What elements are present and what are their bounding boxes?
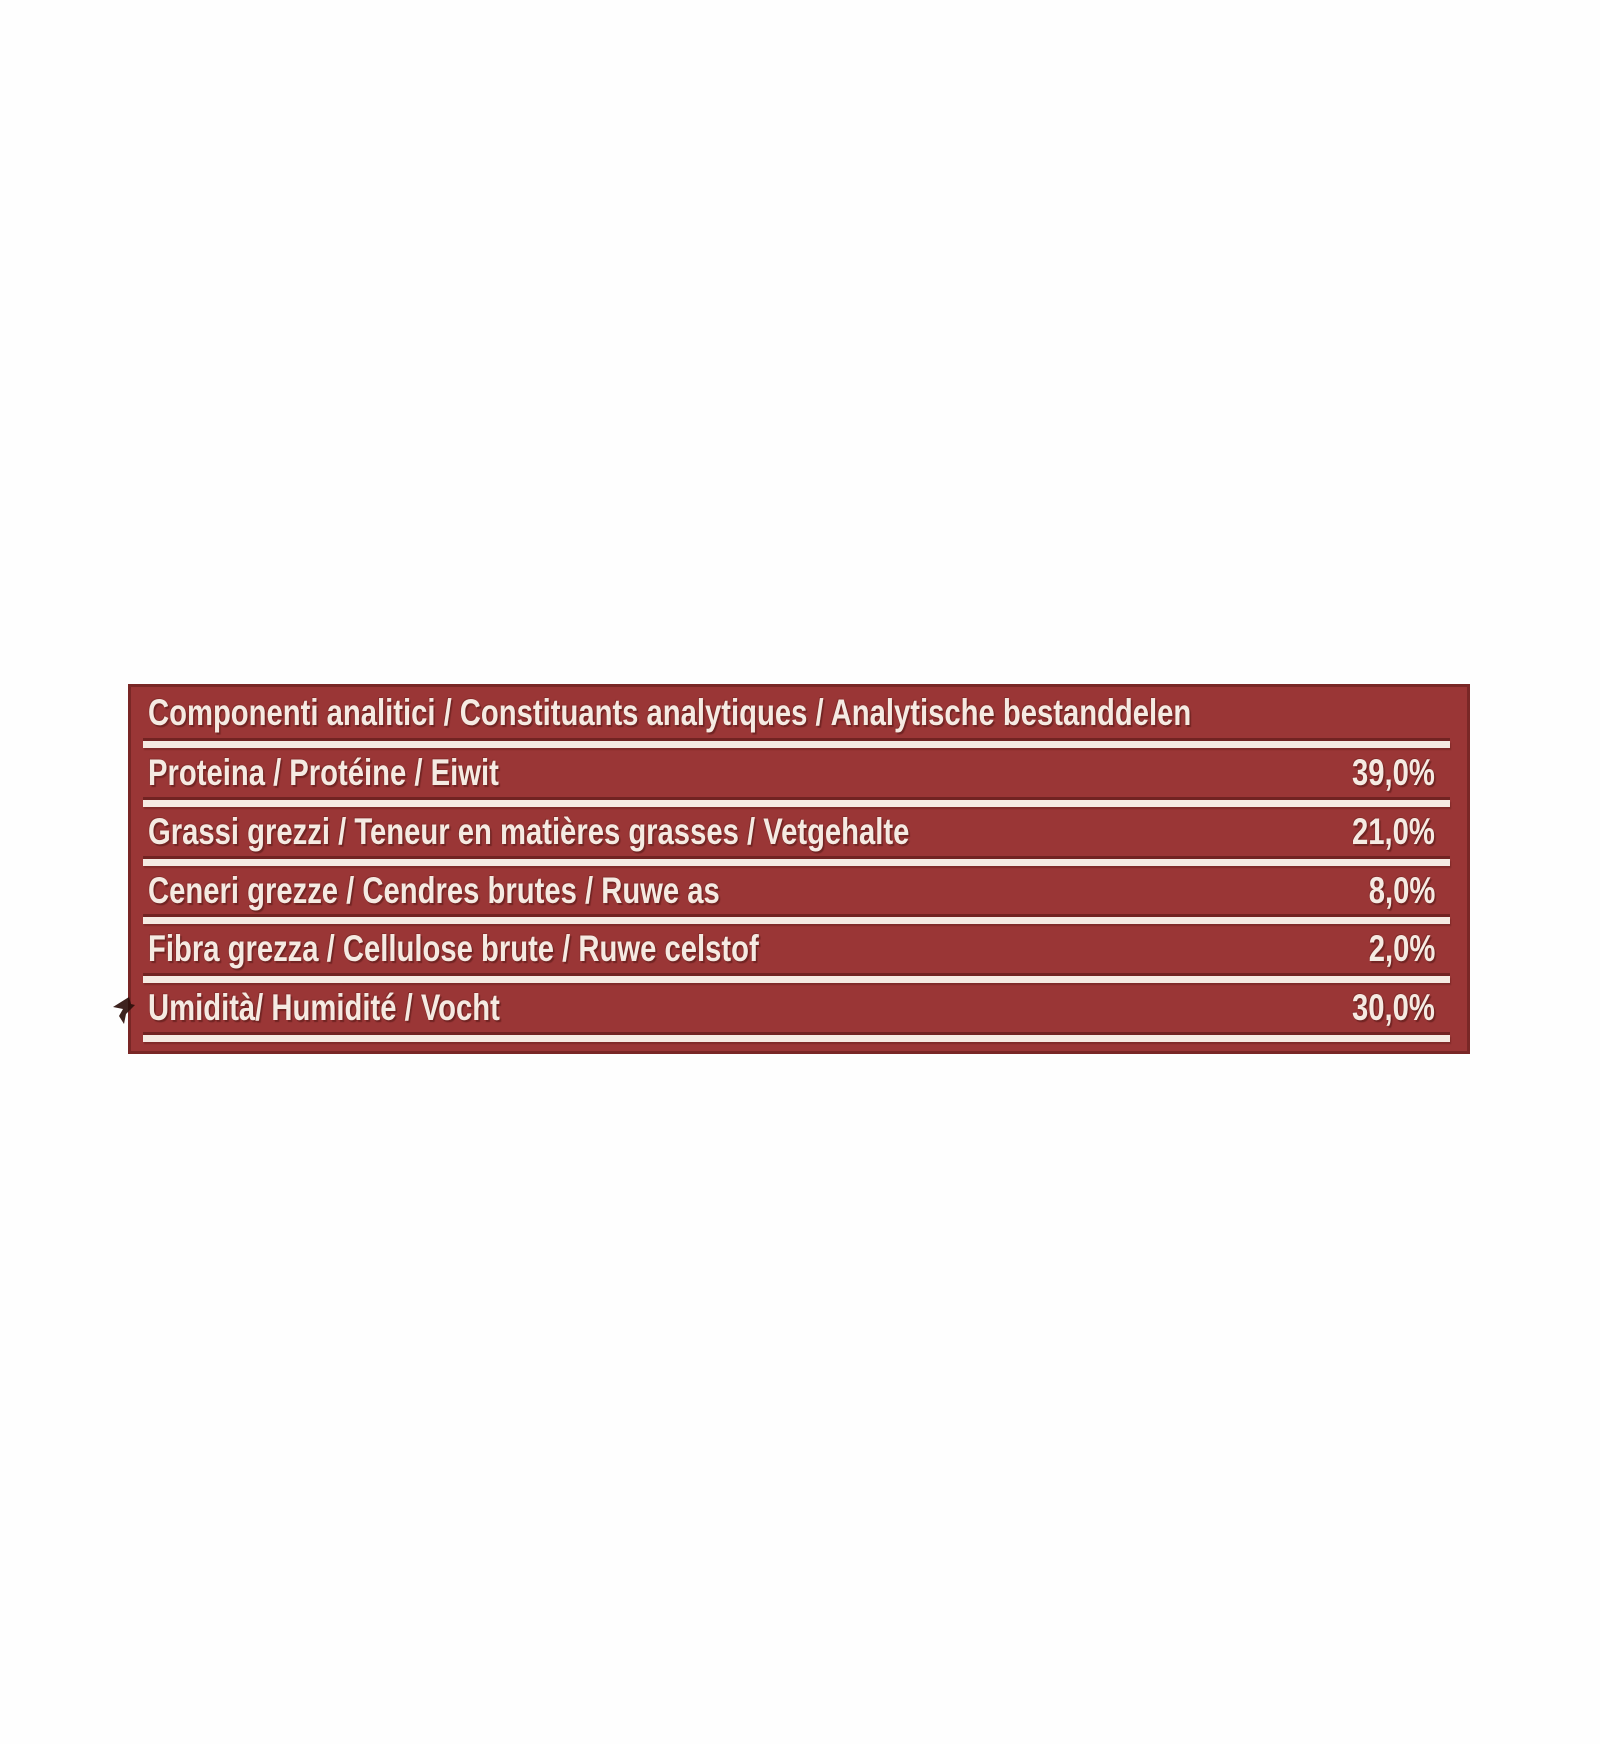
table-row-fibre: Fibra grezza / Cellulose brute / Ruwe ce… [128, 924, 1470, 976]
row-label: Fibra grezza / Cellulose brute / Ruwe ce… [148, 928, 759, 970]
table-row-moisture: Umidità/ Humidité / Vocht 30,0% [128, 983, 1470, 1035]
row-divider [143, 800, 1450, 807]
row-divider [143, 859, 1450, 866]
row-label: Proteina / Protéine / Eiwit [148, 752, 499, 794]
table-row-fat: Grassi grezzi / Teneur en matières grass… [128, 807, 1470, 859]
table-row-protein: Proteina / Protéine / Eiwit 39,0% [128, 748, 1470, 800]
table-header-label: Componenti analitici / Constituants anal… [148, 691, 1192, 733]
row-divider [143, 1035, 1450, 1042]
analytical-components-panel: Componenti analitici / Constituants anal… [113, 684, 1470, 1054]
row-value: 30,0% [1352, 987, 1435, 1029]
row-divider [143, 917, 1450, 924]
row-value: 8,0% [1368, 869, 1435, 911]
row-divider [143, 741, 1450, 748]
print-smudge-icon [113, 997, 135, 1024]
row-label: Ceneri grezze / Cendres brutes / Ruwe as [148, 869, 720, 911]
row-value: 39,0% [1352, 752, 1435, 794]
row-divider [143, 976, 1450, 983]
row-label: Umidità/ Humidité / Vocht [148, 987, 500, 1029]
table-header-row: Componenti analitici / Constituants anal… [128, 686, 1470, 741]
table-row-ash: Ceneri grezze / Cendres brutes / Ruwe as… [128, 866, 1470, 917]
row-label: Grassi grezzi / Teneur en matières grass… [148, 811, 910, 853]
row-value: 21,0% [1352, 811, 1435, 853]
row-value: 2,0% [1368, 928, 1435, 970]
